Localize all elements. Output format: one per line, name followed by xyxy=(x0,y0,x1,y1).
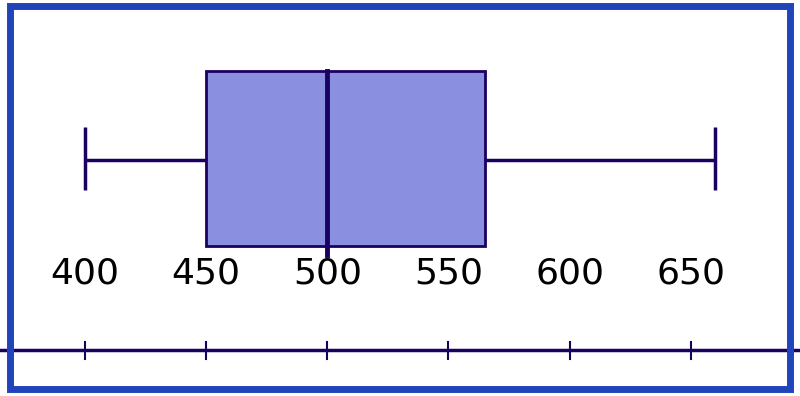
Text: 550: 550 xyxy=(414,256,483,290)
Text: 400: 400 xyxy=(50,256,119,290)
Text: 500: 500 xyxy=(293,256,362,290)
Text: 450: 450 xyxy=(171,256,241,290)
Text: 650: 650 xyxy=(657,256,726,290)
Bar xyxy=(206,71,485,246)
Text: 600: 600 xyxy=(535,256,604,290)
